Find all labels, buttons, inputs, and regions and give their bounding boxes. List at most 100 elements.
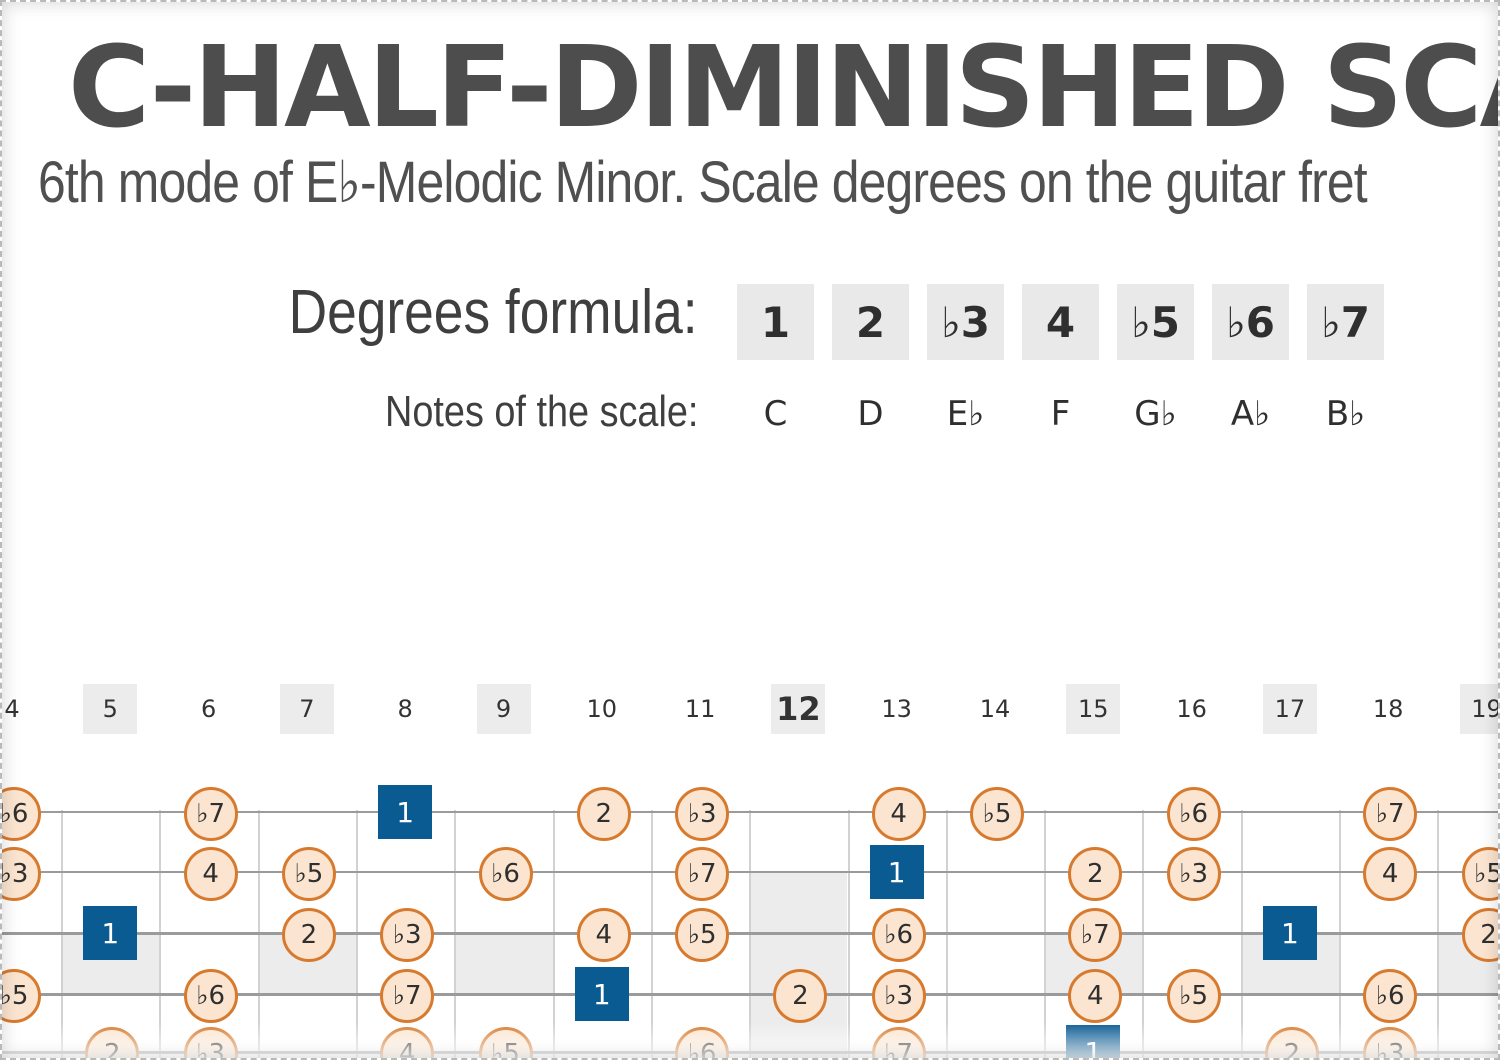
scale-degree-marker: 2 <box>1068 847 1123 901</box>
scale-degree-marker: 4 <box>380 1027 435 1058</box>
degree-box: 2 <box>832 284 909 360</box>
scale-degree-marker: ♭6 <box>478 847 533 901</box>
root-note-marker: 1 <box>574 967 629 1021</box>
guitar-string <box>2 993 1498 996</box>
fret-number: 12 <box>771 684 826 734</box>
fret-number: 15 <box>1066 684 1121 734</box>
fret-wire <box>1044 810 1046 1058</box>
scale-degree-marker: 4 <box>871 787 926 841</box>
fret-wire <box>454 810 456 1058</box>
scale-degree-marker: 2 <box>576 787 631 841</box>
fret-number: 7 <box>279 684 334 734</box>
scale-degree-marker: ♭5 <box>675 908 730 962</box>
scale-degree-marker: ♭7 <box>380 969 435 1023</box>
root-note-marker: 1 <box>1066 1025 1121 1058</box>
fret-number: 14 <box>979 695 1011 723</box>
fret-wire <box>61 810 63 1058</box>
fret-number: 4 <box>4 695 20 723</box>
fret-wire <box>848 810 850 1058</box>
fret-number: 10 <box>586 695 618 723</box>
scale-degree-marker: ♭6 <box>2 787 41 841</box>
scale-degree-marker: ♭6 <box>1166 787 1221 841</box>
fret-number: 5 <box>83 684 138 734</box>
degrees-formula-label: Degrees formula: <box>289 278 698 347</box>
fret-wire <box>1339 810 1341 1058</box>
scale-degree-marker: 4 <box>1363 847 1418 901</box>
scale-degree-marker: ♭5 <box>1166 969 1221 1023</box>
fret-wire <box>749 810 751 1058</box>
fret-wire <box>651 810 653 1058</box>
scale-degree-marker: ♭7 <box>1068 908 1123 962</box>
scale-degree-marker: ♭6 <box>183 969 238 1023</box>
fret-number: 9 <box>476 684 531 734</box>
scale-note: D <box>857 394 884 434</box>
fret-wire <box>258 810 260 1058</box>
fret-inlay-shade <box>454 933 553 994</box>
root-note-marker: 1 <box>1262 906 1317 960</box>
scale-degree-marker: ♭7 <box>675 847 730 901</box>
degree-box: ♭3 <box>927 284 1004 360</box>
fret-number: 11 <box>684 695 716 723</box>
scale-degree-marker: ♭5 <box>1461 847 1498 901</box>
degree-box: ♭5 <box>1117 284 1194 360</box>
scale-note: F <box>1050 394 1071 434</box>
scale-degree-marker: ♭5 <box>2 969 41 1023</box>
scale-note: C <box>763 394 788 434</box>
fret-wire <box>1437 810 1439 1058</box>
scale-note: G♭ <box>1134 394 1177 434</box>
scale-degree-marker: 4 <box>576 908 631 962</box>
scale-degree-marker: 4 <box>1068 969 1123 1023</box>
scale-note: B♭ <box>1325 394 1366 434</box>
fret-wire <box>1142 810 1144 1058</box>
scale-degree-marker: ♭7 <box>1363 787 1418 841</box>
scale-degree-marker: 2 <box>773 969 828 1023</box>
root-note-marker: 1 <box>378 785 433 839</box>
scale-degree-marker: 2 <box>281 908 336 962</box>
scale-degree-marker: ♭6 <box>1363 969 1418 1023</box>
guitar-string <box>2 811 1498 813</box>
root-note-marker: 1 <box>83 906 138 960</box>
scale-degree-marker: ♭6 <box>675 1027 730 1058</box>
scale-degree-marker: ♭3 <box>675 787 730 841</box>
fret-number: 8 <box>397 695 413 723</box>
scale-degree-marker: ♭3 <box>1166 847 1221 901</box>
fret-wire <box>1241 810 1243 1058</box>
scale-degree-marker: ♭5 <box>478 1027 533 1058</box>
fret-number: 18 <box>1372 695 1404 723</box>
page-title: C-HALF-DIMINISHED SCA <box>68 23 1500 153</box>
root-note-marker: 1 <box>869 845 924 899</box>
fret-wire <box>553 810 555 1058</box>
degree-box: 4 <box>1022 284 1099 360</box>
fret-number: 17 <box>1262 684 1317 734</box>
fret-inlay-shade <box>749 872 848 1058</box>
fret-number: 13 <box>881 695 912 723</box>
scale-degree-marker: 2 <box>85 1027 140 1058</box>
fret-wire <box>159 810 161 1058</box>
fret-number: 6 <box>200 695 217 723</box>
scale-degree-marker: ♭3 <box>2 847 41 901</box>
scale-note: E♭ <box>946 394 985 434</box>
degree-box: ♭7 <box>1307 284 1384 360</box>
degree-box: ♭6 <box>1212 284 1289 360</box>
fret-number: 19 <box>1459 684 1498 734</box>
scale-degree-marker: ♭3 <box>380 908 435 962</box>
scale-degree-marker: ♭7 <box>871 1027 926 1058</box>
notes-of-scale-label: Notes of the scale: <box>384 387 698 436</box>
fret-wire <box>946 810 948 1058</box>
scale-degree-marker: 2 <box>1264 1027 1319 1058</box>
fret-number: 16 <box>1176 695 1207 723</box>
scale-degree-marker: ♭6 <box>871 908 926 962</box>
scale-note: A♭ <box>1230 394 1271 434</box>
scale-degree-marker: ♭7 <box>183 787 238 841</box>
fret-wire <box>356 810 358 1058</box>
scale-degree-marker: ♭3 <box>871 969 926 1023</box>
page-subtitle: 6th mode of E♭-Melodic Minor. Scale degr… <box>38 150 1368 215</box>
scale-degree-marker: ♭3 <box>183 1027 238 1058</box>
guitar-string <box>2 932 1498 935</box>
scale-degree-marker: 4 <box>183 847 238 901</box>
guitar-string <box>2 871 1498 874</box>
degree-box: 1 <box>737 284 814 360</box>
scale-degree-marker: ♭5 <box>970 787 1024 841</box>
scale-degree-marker: ♭3 <box>1363 1027 1418 1058</box>
